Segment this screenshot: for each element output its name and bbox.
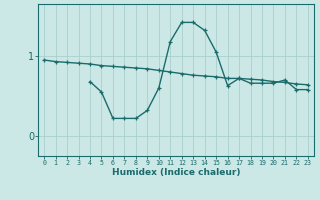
X-axis label: Humidex (Indice chaleur): Humidex (Indice chaleur) <box>112 168 240 177</box>
